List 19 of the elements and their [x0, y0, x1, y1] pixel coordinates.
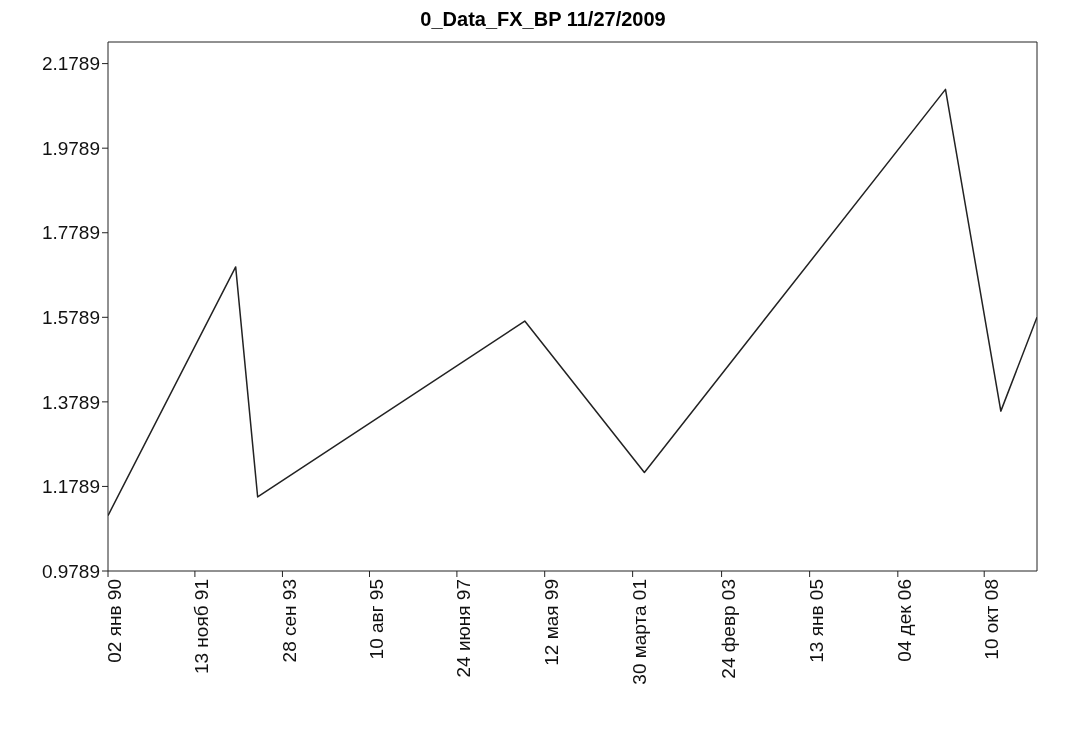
x-tick-label: 24 июня 97	[453, 579, 475, 678]
x-tick-label: 10 авг 95	[365, 579, 387, 660]
chart-title: 0_Data_FX_BP 11/27/2009	[419, 8, 667, 31]
y-tick-label: 1.3789	[41, 391, 100, 413]
y-tick-label: 1.5789	[41, 307, 100, 329]
y-tick-label: 0.9789	[41, 560, 100, 582]
x-tick-label: 13 янв 05	[806, 579, 828, 663]
y-tick-label: 1.9789	[41, 137, 100, 159]
x-tick-label: 04 дек 06	[894, 579, 916, 662]
x-tick-label: 02 янв 90	[104, 579, 126, 663]
x-tick-label: 13 нояб 91	[191, 579, 213, 675]
x-tick-label: 12 мая 99	[541, 579, 563, 666]
y-tick-label: 1.1789	[41, 476, 100, 498]
y-tick-label: 1.7789	[41, 222, 100, 244]
y-tick-label: 2.1789	[41, 53, 100, 75]
x-tick-label: 10 окт 08	[980, 579, 1002, 660]
x-tick-label: 30 марта 01	[629, 579, 651, 685]
x-tick-label: 28 сен 93	[278, 579, 300, 663]
x-tick-label: 24 февр 03	[718, 579, 740, 679]
